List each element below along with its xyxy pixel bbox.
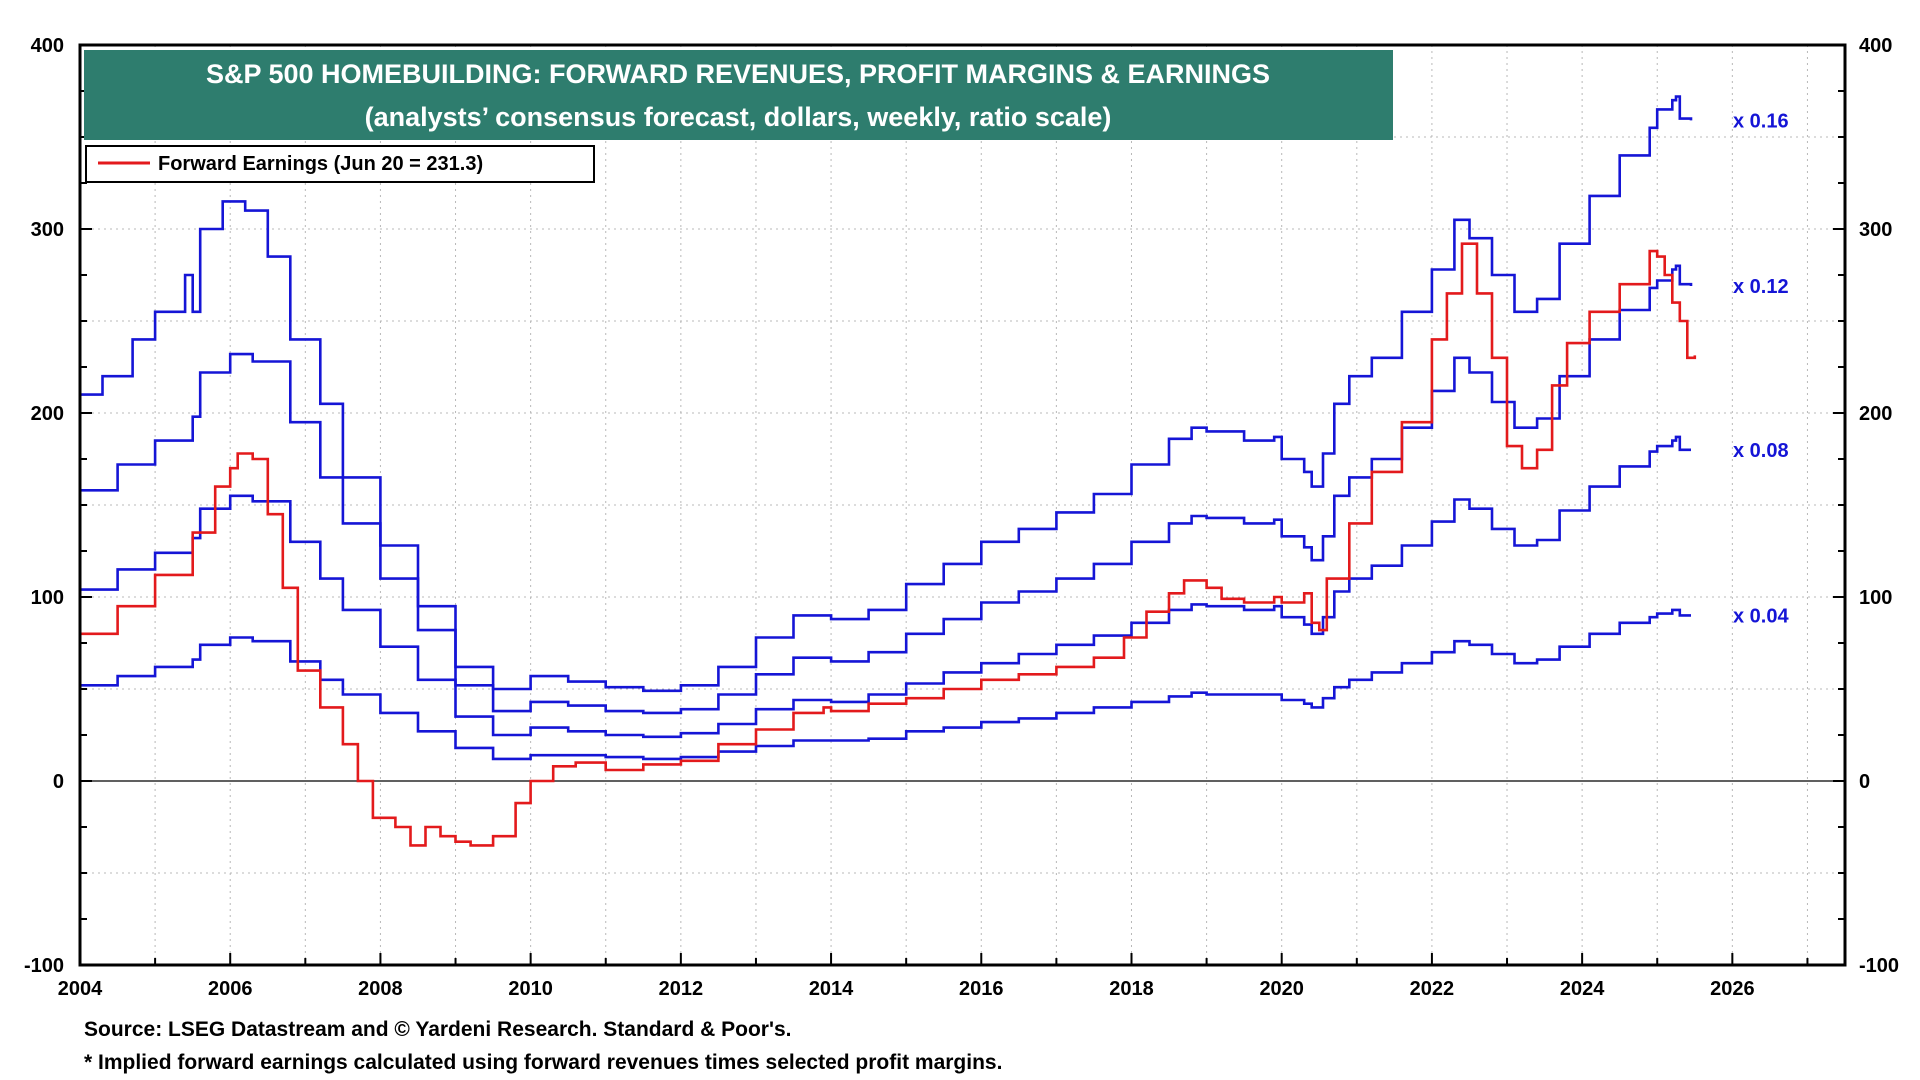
series-label: x 0.04 <box>1733 605 1789 627</box>
y-tick-label-right: 400 <box>1859 35 1892 57</box>
implied-series-line-008 <box>80 435 1691 739</box>
x-tick-labels: 2004 2006 2008 2010 2012 2014 2016 2018 2020 2022… <box>58 978 1755 1000</box>
x-tick-label: 2008 <box>358 978 403 1000</box>
legend: Forward Earnings (Jun 20 = 231.3) <box>85 145 595 183</box>
chart: 400 300 200 100 0 -100 400 300 200 100 0 -100 2004… <box>24 35 1899 1000</box>
series-labels: x 0.16 x 0.12 x 0.08 x 0.04 <box>1733 110 1789 627</box>
y-tick-label-right: 0 <box>1859 771 1870 793</box>
source-note: Source: LSEG Datastream and © Yardeni Re… <box>84 1018 792 1041</box>
y-tick-label-right: -100 <box>1859 955 1899 977</box>
implied-series-line-004 <box>80 608 1691 761</box>
series-label: x 0.12 <box>1733 276 1789 298</box>
title-box: S&P 500 HOMEBUILDING: FORWARD REVENUES, … <box>84 50 1393 140</box>
y-tick-label-left: 400 <box>31 35 64 57</box>
implied-note: * Implied forward earnings calculated us… <box>84 1051 1003 1074</box>
series-label: x 0.08 <box>1733 440 1789 462</box>
implied-series-line-012 <box>80 264 1693 715</box>
y-tick-label-right: 200 <box>1859 403 1892 425</box>
legend-label: Forward Earnings (Jun 20 = 231.3) <box>158 153 483 175</box>
forward-earnings-line <box>80 242 1697 847</box>
x-tick-label: 2022 <box>1410 978 1455 1000</box>
chart-subtitle: (analysts’ consensus forecast, dollars, … <box>365 102 1112 132</box>
x-tick-label: 2016 <box>959 978 1004 1000</box>
plot-frame <box>78 43 1847 967</box>
y-tick-label-left: 0 <box>53 771 64 793</box>
y-tick-labels-left: 400 300 200 100 0 -100 <box>24 35 64 977</box>
x-tick-label: 2014 <box>809 978 854 1000</box>
x-tick-label: 2018 <box>1109 978 1154 1000</box>
x-tick-label: 2004 <box>58 978 103 1000</box>
y-tick-label-left: 300 <box>31 219 64 241</box>
y-tick-label-right: 300 <box>1859 219 1892 241</box>
x-tick-label: 2006 <box>208 978 253 1000</box>
y-tick-labels-right: 400 300 200 100 0 -100 <box>1859 35 1899 977</box>
y-tick-label-left: 200 <box>31 403 64 425</box>
x-tick-label: 2010 <box>508 978 553 1000</box>
chart-title: S&P 500 HOMEBUILDING: FORWARD REVENUES, … <box>206 59 1270 89</box>
data-series <box>80 95 1697 847</box>
y-tick-label-left: 100 <box>31 587 64 609</box>
y-tick-label-left: -100 <box>24 955 64 977</box>
series-label: x 0.16 <box>1733 110 1789 132</box>
x-tick-label: 2020 <box>1259 978 1304 1000</box>
y-tick-label-right: 100 <box>1859 587 1892 609</box>
implied-series-line-016 <box>80 95 1693 693</box>
gridlines <box>80 45 1845 965</box>
x-tick-label: 2026 <box>1710 978 1755 1000</box>
x-tick-label: 2024 <box>1560 978 1605 1000</box>
x-tick-label: 2012 <box>659 978 704 1000</box>
